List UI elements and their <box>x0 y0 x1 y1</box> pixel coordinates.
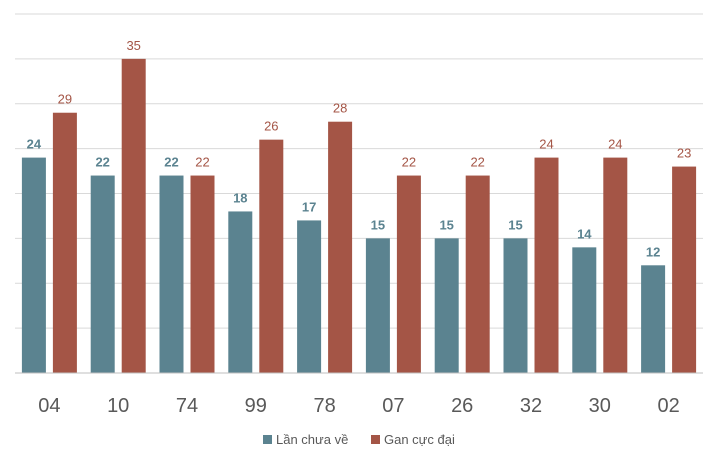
data-label-gan-cuc-dai-10: 35 <box>126 38 140 53</box>
x-tick-99: 99 <box>245 395 267 417</box>
bar-lan-chua-ve-74 <box>159 175 184 373</box>
data-label-gan-cuc-dai-07: 22 <box>402 155 416 170</box>
bar-gan-cuc-dai-10 <box>121 58 146 373</box>
x-tick-02: 02 <box>657 395 679 417</box>
x-tick-10: 10 <box>107 395 129 417</box>
legend-label-gan-cuc-dai: Gan cực đại <box>384 432 455 447</box>
x-tick-26: 26 <box>451 395 473 417</box>
bar-gan-cuc-dai-32 <box>534 157 559 373</box>
data-label-lan-chua-ve-74: 22 <box>164 155 178 170</box>
bar-lan-chua-ve-26 <box>434 238 459 373</box>
bar-gan-cuc-dai-99 <box>259 139 284 373</box>
data-label-lan-chua-ve-32: 15 <box>508 217 522 232</box>
bar-lan-chua-ve-99 <box>228 211 253 373</box>
bar-gan-cuc-dai-74 <box>190 175 215 373</box>
bar-gan-cuc-dai-04 <box>52 112 77 373</box>
x-tick-78: 78 <box>313 395 335 417</box>
x-tick-32: 32 <box>520 395 542 417</box>
bar-gan-cuc-dai-30 <box>603 157 628 373</box>
data-label-lan-chua-ve-04: 24 <box>27 137 42 152</box>
gridlines <box>15 13 703 329</box>
bar-gan-cuc-dai-02 <box>672 166 697 373</box>
legend-swatch-gan-cuc-dai <box>371 435 380 444</box>
data-label-lan-chua-ve-02: 12 <box>646 244 660 259</box>
data-label-gan-cuc-dai-26: 22 <box>470 155 484 170</box>
data-labels: 24 29 22 35 22 22 18 26 17 28 15 22 15 22 15 24 14 24 12 23 <box>27 38 692 259</box>
bar-lan-chua-ve-32 <box>503 238 528 373</box>
bar-lan-chua-ve-04 <box>21 157 46 373</box>
legend: Lần chưa về Gan cực đại <box>263 432 455 447</box>
data-label-lan-chua-ve-26: 15 <box>439 217 453 232</box>
bar-lan-chua-ve-78 <box>297 220 322 373</box>
data-label-lan-chua-ve-99: 18 <box>233 190 247 205</box>
data-label-lan-chua-ve-07: 15 <box>371 217 385 232</box>
bar-lan-chua-ve-10 <box>90 175 115 373</box>
data-label-gan-cuc-dai-30: 24 <box>608 137 622 152</box>
bar-lan-chua-ve-07 <box>365 238 390 373</box>
data-label-gan-cuc-dai-04: 29 <box>58 92 72 107</box>
legend-label-lan-chua-ve: Lần chưa về <box>276 432 348 447</box>
data-label-gan-cuc-dai-74: 22 <box>195 155 209 170</box>
data-label-gan-cuc-dai-78: 28 <box>333 101 347 116</box>
bars <box>21 58 697 373</box>
x-tick-74: 74 <box>176 395 198 417</box>
x-tick-07: 07 <box>382 395 404 417</box>
data-label-gan-cuc-dai-99: 26 <box>264 119 278 134</box>
bar-gan-cuc-dai-26 <box>465 175 490 373</box>
legend-swatch-lan-chua-ve <box>263 435 272 444</box>
data-label-gan-cuc-dai-32: 24 <box>539 137 553 152</box>
x-tick-04: 04 <box>38 395 60 417</box>
data-label-gan-cuc-dai-02: 23 <box>677 146 691 161</box>
x-axis-ticks: 04 10 74 99 78 07 26 32 30 02 <box>38 395 679 417</box>
bar-lan-chua-ve-02 <box>641 265 666 373</box>
data-label-lan-chua-ve-10: 22 <box>95 155 109 170</box>
bar-gan-cuc-dai-07 <box>396 175 421 373</box>
x-tick-30: 30 <box>589 395 611 417</box>
data-label-lan-chua-ve-78: 17 <box>302 199 316 214</box>
data-label-lan-chua-ve-30: 14 <box>577 226 592 241</box>
bar-lan-chua-ve-30 <box>572 247 597 373</box>
bar-gan-cuc-dai-78 <box>328 121 353 373</box>
